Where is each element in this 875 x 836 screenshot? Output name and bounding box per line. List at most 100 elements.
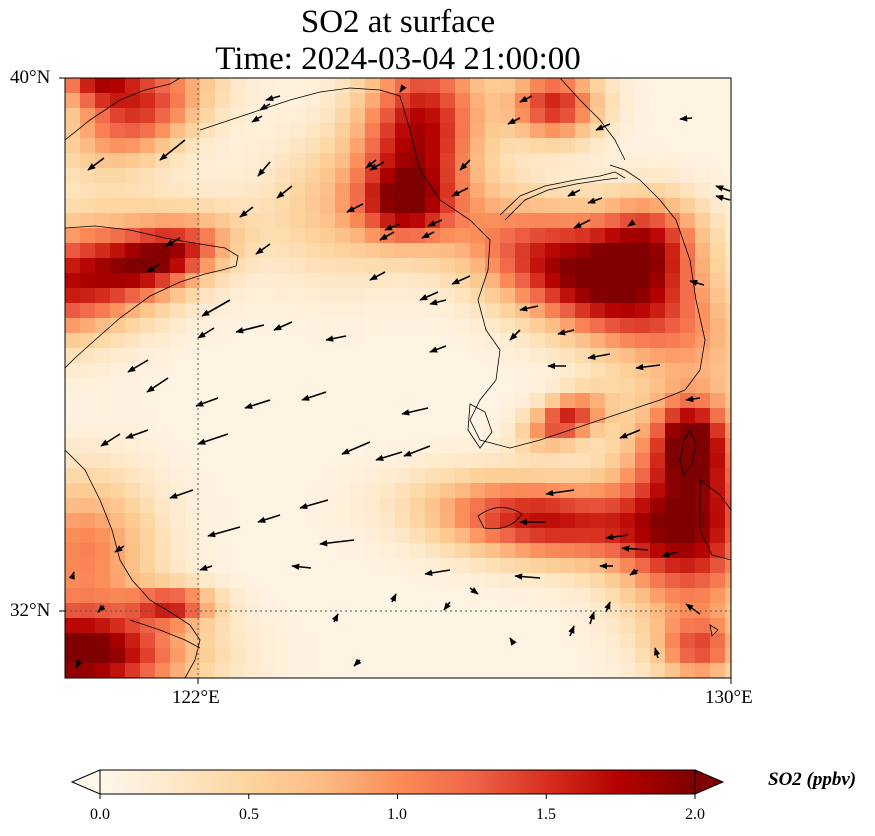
so2-cell <box>485 588 501 604</box>
so2-cell <box>515 108 531 124</box>
so2-cell <box>350 573 366 589</box>
so2-cell <box>500 543 516 559</box>
so2-cell <box>125 513 141 529</box>
so2-cell <box>395 393 411 409</box>
so2-cell <box>725 573 731 589</box>
wind-arrow <box>75 659 83 669</box>
so2-cell <box>170 498 186 514</box>
so2-cell <box>125 483 141 499</box>
so2-cell <box>320 348 336 364</box>
so2-cell <box>650 573 666 589</box>
so2-cell <box>455 663 471 678</box>
so2-cell <box>335 108 351 124</box>
so2-cell <box>725 198 731 214</box>
so2-cell <box>140 243 156 259</box>
so2-cell <box>80 393 96 409</box>
so2-cell <box>80 543 96 559</box>
so2-cell <box>605 483 621 499</box>
so2-cell <box>575 633 591 649</box>
so2-cell <box>485 558 501 574</box>
so2-cell <box>695 123 711 139</box>
so2-cell <box>185 423 201 439</box>
so2-cell <box>455 108 471 124</box>
so2-cell <box>155 573 171 589</box>
so2-cell <box>350 528 366 544</box>
so2-cell <box>275 108 291 124</box>
so2-cell <box>545 168 561 184</box>
so2-cell <box>275 288 291 304</box>
so2-cell <box>365 393 381 409</box>
so2-cell <box>230 243 246 259</box>
so2-cell <box>680 453 696 469</box>
so2-cell <box>530 318 546 334</box>
so2-cell <box>425 648 441 664</box>
so2-cell <box>455 198 471 214</box>
so2-cell <box>320 318 336 334</box>
colorbar-tick-1: 0.5 <box>239 806 259 823</box>
so2-cell <box>215 648 231 664</box>
so2-cell <box>425 603 441 619</box>
so2-cell <box>305 378 321 394</box>
so2-cell <box>680 303 696 319</box>
so2-cell <box>290 168 306 184</box>
so2-cell <box>605 438 621 454</box>
so2-cell <box>275 198 291 214</box>
island-tsushima <box>679 429 697 476</box>
so2-cell <box>365 648 381 664</box>
so2-cell <box>335 513 351 529</box>
so2-cell <box>530 558 546 574</box>
so2-cell <box>170 573 186 589</box>
so2-cell <box>140 363 156 379</box>
so2-cell <box>110 363 126 379</box>
wind-arrow <box>629 568 639 576</box>
so2-cell <box>695 318 711 334</box>
so2-cell <box>500 408 516 424</box>
coastline-china-east <box>65 449 201 678</box>
so2-cell <box>485 663 501 678</box>
so2-cell <box>560 663 576 678</box>
so2-cell <box>335 363 351 379</box>
so2-cell <box>470 618 486 634</box>
so2-cell <box>695 393 711 409</box>
so2-cell <box>470 258 486 274</box>
so2-cell <box>575 108 591 124</box>
so2-cell <box>80 423 96 439</box>
so2-cell <box>380 498 396 514</box>
so2-cell <box>215 408 231 424</box>
so2-cell <box>350 513 366 529</box>
so2-cell <box>140 453 156 469</box>
so2-cell <box>710 138 726 154</box>
so2-cell <box>665 603 681 619</box>
so2-cell <box>665 303 681 319</box>
so2-cell <box>365 423 381 439</box>
figure-time: Time: 2024-03-04 21:00:00 <box>215 41 581 77</box>
so2-cell <box>695 498 711 514</box>
so2-cell <box>95 318 111 334</box>
so2-cell <box>560 258 576 274</box>
so2-cell <box>635 333 651 349</box>
so2-cell <box>560 378 576 394</box>
so2-cell <box>650 288 666 304</box>
so2-cell <box>560 558 576 574</box>
wind-arrow <box>635 363 661 371</box>
so2-cell <box>680 663 696 678</box>
so2-cell <box>425 498 441 514</box>
so2-cell <box>485 543 501 559</box>
so2-cell <box>455 633 471 649</box>
so2-cell <box>575 558 591 574</box>
so2-cell <box>500 513 516 529</box>
so2-cell <box>680 558 696 574</box>
so2-cell <box>530 498 546 514</box>
wind-arrow <box>587 197 603 204</box>
so2-cell <box>245 498 261 514</box>
so2-cell <box>170 183 186 199</box>
so2-cell <box>710 243 726 259</box>
so2-cell <box>395 243 411 259</box>
so2-cell <box>365 348 381 364</box>
so2-cell <box>425 393 441 409</box>
so2-cell <box>320 378 336 394</box>
so2-cell <box>425 483 441 499</box>
so2-cell <box>215 303 231 319</box>
so2-cell <box>320 153 336 169</box>
so2-cell <box>455 303 471 319</box>
